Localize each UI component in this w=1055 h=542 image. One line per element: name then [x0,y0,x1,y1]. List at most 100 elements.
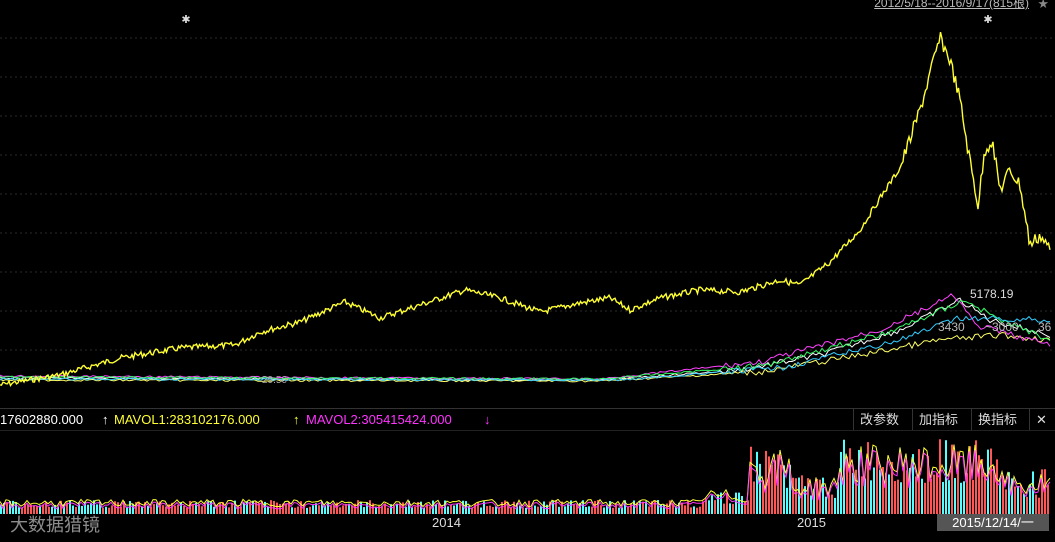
close-icon[interactable]: ✕ [1029,409,1053,430]
volume-bar [1032,471,1034,514]
volume-bar [894,481,896,514]
volume-bar [951,444,953,514]
volume-bar [393,505,395,514]
volume-bar [864,478,866,514]
volume-bar [108,507,110,514]
volume-bar [891,461,893,514]
volume-bar [435,504,437,514]
volume-bar [852,472,854,514]
volume-bar [927,455,929,514]
volume-bar [195,502,197,514]
volume-bar [168,504,170,514]
volume-bar [336,502,338,514]
volume-bar [1029,484,1031,514]
volume-bar [33,505,35,514]
volume-bar [120,506,122,514]
volume-bar [915,476,917,514]
volume-bar [447,506,449,514]
volume-bar [765,450,767,514]
volume-bar [396,503,398,514]
add-indicator-button[interactable]: 加指标 [912,409,964,430]
volume-bar [684,505,686,514]
volume-bar [726,493,728,514]
volume-bar [1023,493,1025,514]
moving-average-line [0,315,1051,382]
volume-bar [573,504,575,514]
volume-bar [783,465,785,514]
volume-bar [690,507,692,514]
volume-bar [111,505,113,514]
volume-bar [714,500,716,514]
volume-bar [282,503,284,514]
volume-bar [918,449,920,514]
volume-bar [309,506,311,514]
volume-bar [375,506,377,514]
asterisk-icon: ✱ [983,14,993,26]
volume-bar [969,446,971,514]
volume-bar [15,502,17,514]
volume-bar [963,481,965,514]
volume-bar [36,506,38,514]
volume-bar [828,494,830,514]
price-chart[interactable] [0,0,1055,405]
volume-bar [846,456,848,514]
volume-bar [552,501,554,514]
volume-chart[interactable] [0,430,1055,514]
volume-bar [708,500,710,514]
volume-bar [69,500,71,514]
volume-bar [453,505,455,514]
star-icon[interactable]: ★ [1037,0,1049,11]
volume-bar [930,478,932,514]
volume-bar [672,503,674,514]
watermark: 大数据猎镜 [10,515,100,535]
volume-bar [627,506,629,514]
volume-bar [549,501,551,514]
volume-bar [837,482,839,514]
volume-bar [417,502,419,514]
volume-bar [9,501,11,514]
volume-bar [234,500,236,514]
volume-bar [621,507,623,514]
volume-bar [177,504,179,514]
volume-bar [855,469,857,514]
volume-bar [744,501,746,514]
volume-bar [603,507,605,514]
volume-bar [897,479,899,514]
volume-bar [723,503,725,514]
switch-indicator-button[interactable]: 换指标 [971,409,1023,430]
volume-bar [153,504,155,514]
volume-bar [933,474,935,514]
volume-bar [402,502,404,514]
volume-bar [717,494,719,514]
volume-bar [255,501,257,514]
volume-bar [648,506,650,514]
volume-bar [687,500,689,514]
volume-bar [798,477,800,514]
volume-bar [267,506,269,514]
volume-bar [720,492,722,514]
volume-bar [207,501,209,514]
volume-bar [405,506,407,514]
volume-bar [786,487,788,514]
volume-bar [84,501,86,514]
volume-bar [735,492,737,514]
x-axis-year-2014: 2014 [432,515,461,530]
volume-bar [57,506,59,514]
volume-bar [306,507,308,514]
arrow-up-icon: ↑ [102,412,109,427]
volume-bar [303,503,305,514]
volume-bar [576,504,578,514]
volume-bar [345,503,347,514]
ma-value-label-3: 36 [1038,320,1052,334]
volume-bar [489,505,491,514]
volume-bar [27,504,29,514]
volume-bar [759,463,761,514]
volume-bar [42,504,44,514]
price-line [0,31,1051,387]
volume-bar [1014,486,1016,514]
ma-value-label-2: ~3000 [985,320,1019,334]
change-params-button[interactable]: 改参数 [853,409,905,430]
volume-bar [534,505,536,514]
volume-bar [972,479,974,514]
volume-bar [936,472,938,514]
